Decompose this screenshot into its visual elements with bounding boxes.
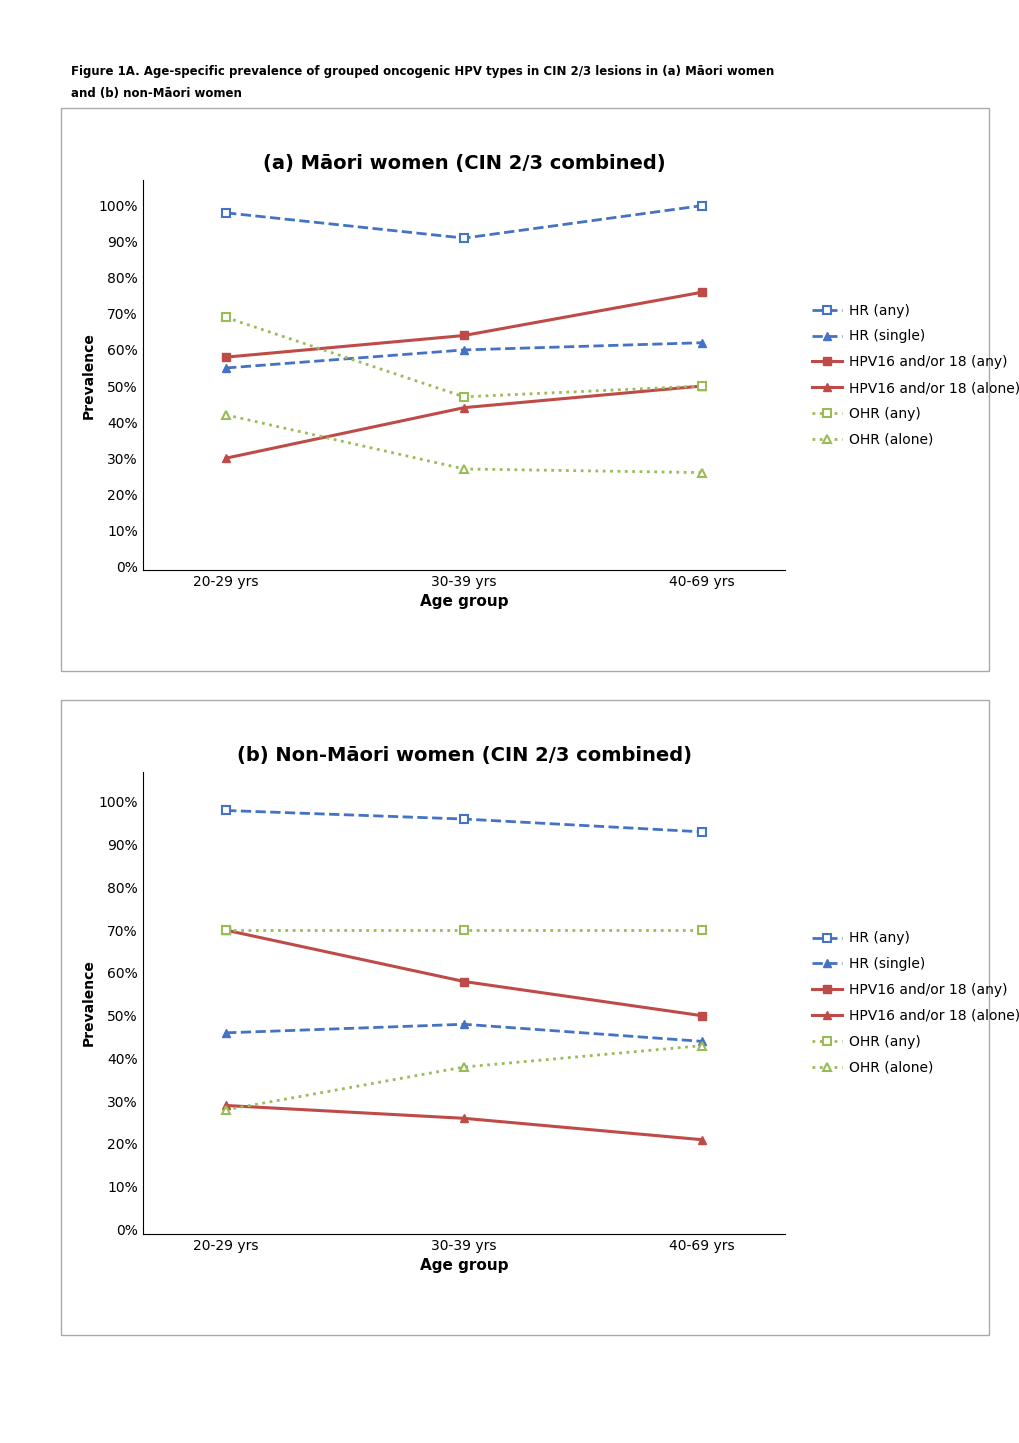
Y-axis label: Prevalence: Prevalence xyxy=(82,960,96,1046)
OHR (any) xyxy=(458,922,470,939)
OHR (alone) xyxy=(220,1101,232,1118)
HPV16 and/or 18 (alone) xyxy=(458,398,470,416)
X-axis label: Age group: Age group xyxy=(420,595,507,609)
HPV16 and/or 18 (any) xyxy=(458,328,470,345)
HR (any) xyxy=(220,205,232,222)
Line: HR (single): HR (single) xyxy=(222,1020,705,1046)
HR (single) xyxy=(695,1033,707,1051)
HPV16 and/or 18 (alone) xyxy=(458,1110,470,1127)
OHR (any) xyxy=(458,388,470,405)
Text: Figure 1A. Age-specific prevalence of grouped oncogenic HPV types in CIN 2/3 les: Figure 1A. Age-specific prevalence of gr… xyxy=(71,65,773,78)
Legend: HR (any), HR (single), HPV16 and/or 18 (any), HPV16 and/or 18 (alone), OHR (any): HR (any), HR (single), HPV16 and/or 18 (… xyxy=(811,931,1019,1075)
OHR (any) xyxy=(695,378,707,395)
Line: HPV16 and/or 18 (alone): HPV16 and/or 18 (alone) xyxy=(222,1101,705,1144)
HR (single) xyxy=(458,342,470,359)
Line: OHR (any): OHR (any) xyxy=(222,926,705,935)
HR (single) xyxy=(220,1025,232,1042)
Line: HPV16 and/or 18 (any): HPV16 and/or 18 (any) xyxy=(222,926,705,1020)
Title: (b) Non-Māori women (CIN 2/3 combined): (b) Non-Māori women (CIN 2/3 combined) xyxy=(236,746,691,765)
OHR (alone) xyxy=(220,407,232,424)
OHR (alone) xyxy=(695,465,707,482)
Line: OHR (any): OHR (any) xyxy=(222,313,705,401)
HR (any) xyxy=(695,823,707,840)
OHR (alone) xyxy=(458,460,470,478)
HPV16 and/or 18 (any) xyxy=(458,973,470,990)
HR (single) xyxy=(695,335,707,352)
HPV16 and/or 18 (any) xyxy=(220,922,232,939)
HR (any) xyxy=(458,229,470,247)
Line: HR (single): HR (single) xyxy=(222,339,705,372)
HPV16 and/or 18 (alone) xyxy=(220,1097,232,1114)
OHR (alone) xyxy=(458,1058,470,1075)
HPV16 and/or 18 (alone) xyxy=(220,450,232,468)
HPV16 and/or 18 (alone) xyxy=(695,1131,707,1149)
Line: OHR (alone): OHR (alone) xyxy=(222,411,705,476)
OHR (any) xyxy=(220,309,232,326)
Line: HR (any): HR (any) xyxy=(222,807,705,835)
HR (any) xyxy=(458,811,470,828)
HR (single) xyxy=(220,359,232,377)
HR (any) xyxy=(220,802,232,820)
Line: HPV16 and/or 18 (any): HPV16 and/or 18 (any) xyxy=(222,289,705,361)
OHR (any) xyxy=(220,922,232,939)
OHR (any) xyxy=(695,922,707,939)
HPV16 and/or 18 (any) xyxy=(695,283,707,302)
HR (any) xyxy=(695,198,707,215)
Y-axis label: Prevalence: Prevalence xyxy=(82,332,96,418)
X-axis label: Age group: Age group xyxy=(420,1258,507,1273)
HPV16 and/or 18 (alone) xyxy=(695,378,707,395)
HR (single) xyxy=(458,1016,470,1033)
OHR (alone) xyxy=(695,1038,707,1055)
HPV16 and/or 18 (any) xyxy=(695,1007,707,1025)
Line: HPV16 and/or 18 (alone): HPV16 and/or 18 (alone) xyxy=(222,382,705,462)
Text: and (b) non-Māori women: and (b) non-Māori women xyxy=(71,87,243,100)
Line: OHR (alone): OHR (alone) xyxy=(222,1042,705,1114)
HPV16 and/or 18 (any) xyxy=(220,349,232,367)
Title: (a) Māori women (CIN 2/3 combined): (a) Māori women (CIN 2/3 combined) xyxy=(263,154,664,173)
Legend: HR (any), HR (single), HPV16 and/or 18 (any), HPV16 and/or 18 (alone), OHR (any): HR (any), HR (single), HPV16 and/or 18 (… xyxy=(811,303,1019,447)
Line: HR (any): HR (any) xyxy=(222,202,705,242)
